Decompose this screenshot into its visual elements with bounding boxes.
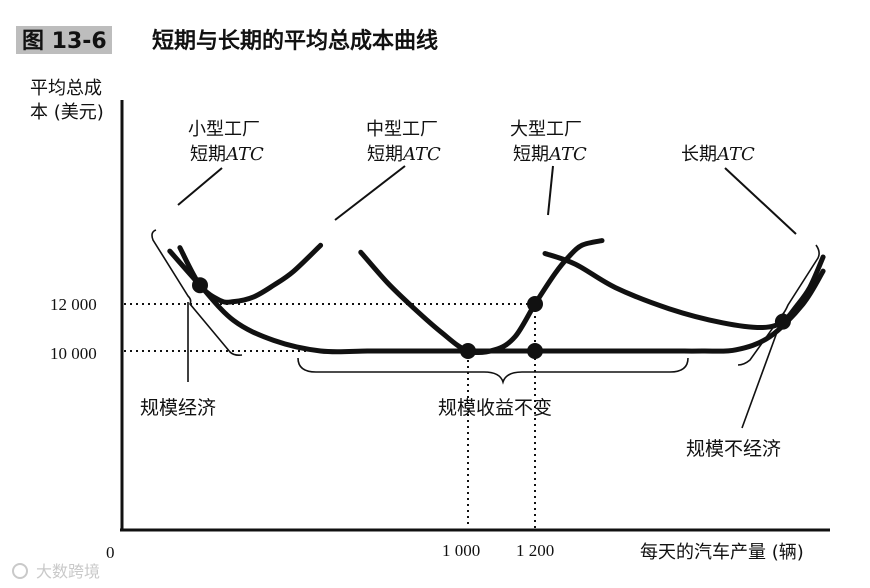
label-medium-plant-short: 短期	[367, 144, 403, 165]
data-point-2	[460, 343, 476, 359]
figure-number: 图 13-6	[22, 29, 107, 54]
chart-title: 短期与长期的平均总成本曲线	[152, 28, 438, 54]
data-point-1	[192, 277, 208, 294]
curve-large-atc	[542, 251, 826, 331]
annotation-diseconomies-of-scale: 规模不经济	[686, 438, 781, 460]
leader-diseconomies	[741, 312, 785, 429]
origin-label: 0	[106, 543, 115, 562]
label-large-plant-line2: 短期ATC	[513, 144, 587, 165]
leader-long-atc	[724, 167, 797, 235]
label-small-plant-line2: 短期ATC	[190, 144, 264, 165]
label-large-plant-short: 短期	[513, 144, 549, 165]
data-point-4	[527, 343, 543, 359]
label-medium-plant-line1: 中型工厂	[366, 119, 438, 140]
label-small-plant-short: 短期	[190, 144, 226, 165]
y-tick-label-12000: 12 000	[50, 295, 97, 314]
x-axis-label: 每天的汽车产量 (辆)	[640, 542, 804, 563]
label-long-run-atc: 长期ATC	[681, 144, 755, 165]
label-large-plant-atc: ATC	[547, 144, 587, 165]
y-axis-label-line2: 本 (美元)	[30, 102, 104, 123]
curve-medium-atc	[358, 238, 605, 356]
brace-constant-returns	[297, 357, 689, 385]
annotation-economies-of-scale: 规模经济	[140, 397, 216, 419]
leader-medium-atc	[334, 165, 406, 221]
label-long-run-short: 长期	[681, 144, 717, 165]
y-tick-label-10000: 10 000	[50, 344, 97, 363]
label-small-plant-atc: ATC	[224, 144, 264, 165]
watermark-text: 大数跨境	[36, 562, 100, 581]
brace-economies-of-scale	[151, 229, 243, 356]
curve-small-atc	[177, 242, 324, 305]
points	[192, 277, 791, 359]
label-medium-plant-line2: 短期ATC	[367, 144, 441, 165]
y-axis-label-line1: 平均总成	[30, 78, 102, 99]
curves	[167, 238, 826, 356]
curve-long-atc	[167, 248, 826, 355]
label-long-run-atc-italic: ATC	[715, 144, 755, 165]
label-small-plant-line1: 小型工厂	[188, 119, 260, 140]
x-tick-label-1200: 1 200	[516, 541, 554, 560]
x-tick-label-1000: 1 000	[442, 541, 480, 560]
figure-number-box	[16, 26, 112, 54]
label-large-plant-line1: 大型工厂	[510, 119, 582, 140]
leader-small-atc	[177, 167, 223, 206]
annotation-constant-returns: 规模收益不变	[438, 397, 552, 419]
brace-diseconomies-of-scale	[737, 244, 820, 366]
data-point-5	[774, 313, 791, 330]
watermark: 大数跨境	[12, 562, 100, 581]
label-medium-plant-atc: ATC	[401, 144, 441, 165]
data-point-3	[527, 296, 543, 312]
watermark-logo	[12, 563, 28, 579]
leader-large-atc	[547, 165, 554, 216]
